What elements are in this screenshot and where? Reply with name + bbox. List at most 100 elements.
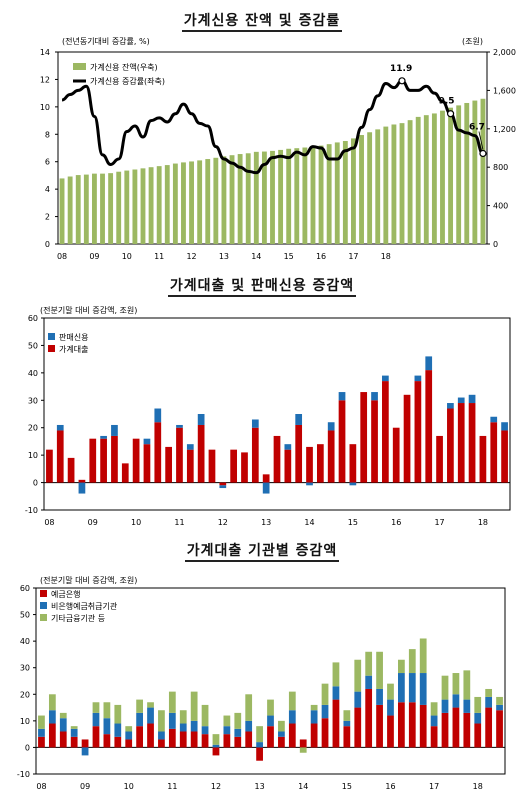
bar-segment (125, 726, 133, 732)
y-tick-label: 0 (33, 479, 38, 488)
bar-segment (365, 688, 373, 748)
bar-segment (338, 400, 346, 483)
bar-segment (490, 422, 498, 483)
balance-bar (351, 138, 356, 244)
balance-bar (286, 148, 292, 244)
bar-segment (38, 736, 45, 748)
balance-bar (415, 116, 421, 244)
legend-swatch (40, 602, 47, 609)
bar-segment (452, 694, 460, 708)
annotation-label: 6.7 (469, 122, 485, 132)
chart-panel-balance: 가계신용 잔액 및 증감률 0 2 4 6 8 10 12 14 0 400 800 1,200 1,6… (0, 0, 524, 262)
x-tick-label: 15 (284, 252, 294, 261)
x-tick-label: 13 (219, 252, 229, 261)
bar-segment (168, 728, 176, 748)
y-right-tick-label: 400 (493, 202, 508, 211)
bar-segment (343, 720, 351, 727)
balance-bar (310, 146, 316, 244)
annotation-marker (479, 149, 487, 158)
bar-segment (403, 394, 411, 483)
y-left-tick-label: 12 (40, 75, 50, 84)
chart-panel-by-institution: 가계대출 기관별 증감액 -10 0 10 20 30 40 50 60 (전분기말 대비 증감… (0, 532, 524, 794)
bar-segment (100, 438, 107, 483)
balance-bar (302, 147, 308, 244)
y-axis-label: (전분기말 대비 증감액, 조원) (40, 575, 137, 585)
bar-segment (245, 720, 253, 732)
balance-bar (472, 100, 478, 245)
bar-segment (387, 683, 394, 700)
balance-bar (375, 129, 381, 244)
y-tick-label: 60 (28, 314, 38, 323)
balance-bar (253, 151, 259, 244)
bar-segment (408, 649, 416, 674)
balance-bar (359, 135, 364, 244)
bar-segment (474, 696, 482, 713)
bar-segment (186, 444, 194, 450)
bar-segment (419, 673, 427, 705)
bar-segment (376, 688, 383, 705)
annotation-marker (446, 110, 455, 118)
balance-bar (108, 173, 114, 244)
balance-bar (367, 132, 373, 244)
balance-bar (213, 157, 219, 244)
bar-segment (241, 452, 248, 483)
bar-segment (288, 691, 296, 711)
bar-segment (136, 712, 143, 727)
bar-segment (387, 715, 394, 748)
bar-segment (223, 715, 231, 727)
bar-segment (56, 424, 64, 431)
bar-segment (419, 704, 427, 748)
x-tick-label: 12 (211, 782, 221, 791)
legend-swatch (40, 614, 47, 621)
bar-segment (419, 638, 427, 674)
balance-bar (334, 142, 340, 244)
balance-bar (59, 178, 65, 244)
annotation-marker (398, 77, 406, 85)
bar-segment (81, 739, 89, 748)
y-tick-label: 0 (25, 743, 30, 752)
bar-segment (288, 710, 296, 724)
x-tick-label: 12 (186, 252, 196, 261)
x-tick-label: 17 (434, 518, 444, 527)
bar-segment (398, 673, 405, 703)
bar-segment (496, 704, 503, 711)
bar-segment (457, 397, 465, 404)
bar-segment (295, 414, 303, 425)
balance-bar (181, 162, 186, 244)
balance-bar (294, 148, 300, 244)
balance-bar (383, 126, 389, 244)
y-tick-label: 60 (20, 584, 30, 593)
chart2-title: 가계대출 및 판매신용 증감액 (0, 275, 524, 297)
bar-segment (251, 419, 259, 428)
balance-bar (318, 145, 324, 244)
bar-segment (327, 422, 335, 431)
balance-bar (100, 173, 105, 244)
bar-segment (463, 712, 471, 748)
bar-segment (245, 731, 253, 748)
x-tick-label: 08 (44, 518, 54, 527)
bar-segment (147, 702, 154, 708)
y-tick-label: 50 (28, 341, 38, 350)
x-tick-label: 08 (36, 782, 46, 791)
balance-bar (326, 144, 332, 244)
chart1-svg: 0 2 4 6 8 10 12 14 0 400 800 1,200 1,600 2,000 (전년동기대비… (40, 36, 516, 261)
bar-segment (48, 694, 56, 711)
bar-segment (501, 430, 508, 483)
balance-bar (124, 170, 130, 244)
bar-segment (365, 675, 373, 689)
bar-segment (147, 723, 154, 748)
balance-bar (448, 107, 454, 245)
y-tick-label: -10 (17, 770, 30, 779)
x-tick-label: 12 (218, 518, 228, 527)
chart2-svg: -10 0 10 20 30 40 50 60(전분기말 대비 증감액, 조원) 08 09 10 1… (25, 305, 511, 527)
balance-bar (456, 105, 462, 244)
y-tick-label: 30 (28, 396, 38, 405)
bar-segment (70, 728, 78, 737)
y-tick-label: 20 (20, 690, 30, 699)
bar-segment (190, 720, 198, 732)
y-tick-label: 10 (20, 717, 30, 726)
legend-swatch (40, 590, 47, 597)
bar-segment (136, 699, 143, 713)
bar-segment (278, 720, 285, 732)
bar-segment (310, 710, 318, 724)
